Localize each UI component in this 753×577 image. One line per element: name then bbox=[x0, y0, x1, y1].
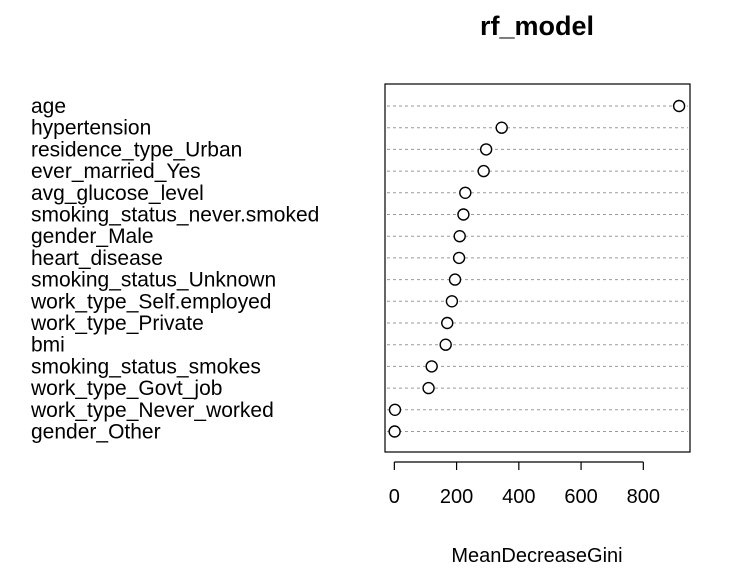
variable-label: hypertension bbox=[31, 117, 151, 140]
data-point bbox=[452, 251, 466, 265]
data-point bbox=[495, 121, 508, 134]
guide-lines bbox=[387, 105, 688, 432]
data-point bbox=[479, 143, 493, 156]
variable-label: gender_Male bbox=[31, 225, 154, 248]
variable-labels: agehypertensionresidence_type_Urbanever_… bbox=[30, 95, 319, 444]
x-tick-label: 600 bbox=[564, 486, 597, 508]
variable-label: work_type_Never_worked bbox=[30, 399, 274, 422]
variable-label: bmi bbox=[31, 334, 65, 357]
chart-title: rf_model bbox=[480, 11, 594, 41]
variable-label: age bbox=[31, 95, 66, 118]
x-tick-label: 200 bbox=[440, 486, 473, 508]
data-point bbox=[448, 273, 462, 286]
variable-label: smoking_status_never.smoked bbox=[31, 204, 319, 227]
variable-label: smoking_status_smokes bbox=[31, 355, 261, 378]
variable-label: residence_type_Urban bbox=[31, 138, 242, 161]
data-point bbox=[422, 381, 435, 395]
variable-label: smoking_status_Unknown bbox=[31, 269, 276, 292]
data-point bbox=[441, 316, 454, 330]
data-point bbox=[457, 208, 470, 221]
variable-label: avg_glucose_level bbox=[31, 182, 204, 205]
data-point bbox=[388, 403, 402, 416]
plot-frame bbox=[384, 83, 691, 453]
variable-label: gender_Other bbox=[31, 421, 161, 444]
variable-label: ever_married_Yes bbox=[31, 160, 201, 183]
data-point bbox=[477, 164, 490, 178]
x-axis: 0 200 400 600 800 bbox=[389, 461, 660, 508]
x-tick-label: 0 bbox=[389, 486, 400, 508]
data-point bbox=[439, 338, 452, 351]
x-tick-label: 800 bbox=[627, 486, 660, 508]
data-point bbox=[388, 425, 401, 438]
variable-label: work_type_Govt_job bbox=[30, 377, 222, 400]
data-point bbox=[425, 360, 438, 373]
variable-label: heart_disease bbox=[31, 247, 163, 270]
x-tick-label: 400 bbox=[502, 486, 535, 508]
data-points bbox=[388, 99, 686, 438]
variable-label: work_type_Self.employed bbox=[30, 290, 271, 313]
data-point bbox=[459, 186, 472, 200]
data-point bbox=[453, 229, 466, 243]
data-point bbox=[672, 99, 686, 113]
variable-label: work_type_Private bbox=[30, 312, 204, 335]
data-point bbox=[445, 295, 459, 308]
x-axis-title: MeanDecreaseGini bbox=[451, 545, 622, 567]
